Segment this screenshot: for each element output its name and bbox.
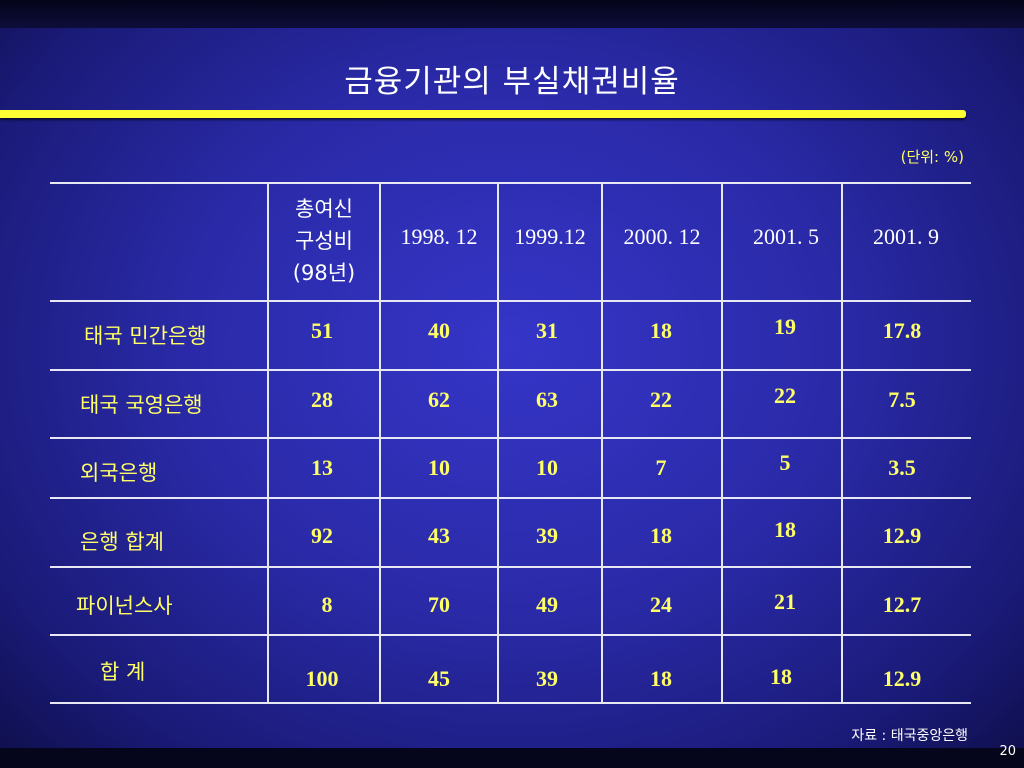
- table-cell: 12.7: [882, 592, 922, 617]
- table-cell: 10: [428, 455, 450, 480]
- header-2000-12: 2000. 12: [623, 224, 701, 249]
- table-cell: 24: [650, 592, 672, 617]
- table-cell: 18: [774, 517, 796, 542]
- table-cell: 40: [428, 318, 450, 343]
- table-cell: 18: [770, 664, 792, 689]
- unit-note: (단위: %): [900, 148, 964, 166]
- table-cell: 12.9: [882, 523, 922, 548]
- table-cell: 39: [536, 666, 558, 691]
- table-column-rule: [841, 183, 843, 703]
- table-column-rule: [721, 183, 723, 703]
- table-cell: 70: [428, 592, 450, 617]
- header-loan-share-line: 구성비: [295, 229, 353, 253]
- bottom-band: [0, 748, 1024, 768]
- table-column-rule: [267, 183, 269, 703]
- table-cell: 12.9: [882, 666, 922, 691]
- table-cell: 45: [428, 666, 450, 691]
- header-loan-share-line: 총여신: [295, 197, 353, 221]
- title-underline-bar: [0, 110, 966, 118]
- table-cell: 100: [305, 666, 339, 691]
- header-2001-9: 2001. 9: [873, 224, 939, 249]
- table-rule: [50, 497, 971, 499]
- top-band: [0, 0, 1024, 28]
- table-rule: [50, 437, 971, 439]
- table-cell: 7: [655, 455, 667, 480]
- table-cell: 39: [536, 523, 558, 548]
- table-cell: 49: [536, 592, 558, 617]
- table-cell: 51: [311, 318, 333, 343]
- row-label-bank-subtotal: 은행 합계: [80, 530, 164, 554]
- table-cell: 43: [428, 523, 450, 548]
- slide-title: 금융기관의 부실채권비율: [344, 64, 680, 100]
- table-rule: [50, 634, 971, 636]
- row-label-foreign-banks: 외국은행: [80, 461, 158, 485]
- row-label-private-banks: 태국 민간은행: [84, 324, 207, 348]
- row-label-grand-total: 합 계: [100, 660, 146, 684]
- table-cell: 92: [311, 523, 333, 548]
- table-cell: 62: [428, 387, 450, 412]
- table-cell: 5: [779, 450, 791, 475]
- table-column-rule: [601, 183, 603, 703]
- table-cell: 19: [774, 314, 796, 339]
- header-1999-12: 1999.12: [514, 224, 586, 249]
- table-cell: 31: [536, 318, 558, 343]
- table-cell: 18: [650, 318, 672, 343]
- table-rule: [50, 182, 971, 184]
- table-cell: 22: [650, 387, 672, 412]
- table-cell: 13: [311, 455, 333, 480]
- table-rule: [50, 300, 971, 302]
- table-cell: 18: [650, 666, 672, 691]
- table-rule: [50, 566, 971, 568]
- table-cell: 22: [774, 383, 796, 408]
- table-cell: 7.5: [888, 387, 916, 412]
- table-cell: 21: [774, 589, 796, 614]
- header-2001-5: 2001. 5: [753, 224, 819, 249]
- table-cell: 17.8: [882, 318, 922, 343]
- table-rule: [50, 702, 971, 704]
- table-cell: 3.5: [888, 455, 916, 480]
- table-cell: 8: [321, 592, 333, 617]
- table-cell: 18: [650, 523, 672, 548]
- table-cell: 10: [536, 455, 558, 480]
- table-column-rule: [379, 183, 381, 703]
- source-note: 자료 : 태국중앙은행: [851, 728, 968, 744]
- table-cell: 63: [536, 387, 558, 412]
- table-rule: [50, 369, 971, 371]
- header-loan-share: 총여신 구성비 (98년): [270, 193, 378, 289]
- header-loan-share-line: (98년): [292, 261, 356, 285]
- row-label-finance-companies: 파이넌스사: [76, 594, 173, 618]
- table-column-rule: [497, 183, 499, 703]
- row-label-state-banks: 태국 국영은행: [80, 393, 203, 417]
- header-1998-12: 1998. 12: [400, 224, 478, 249]
- table-cell: 28: [311, 387, 333, 412]
- page-number: 20: [999, 744, 1016, 759]
